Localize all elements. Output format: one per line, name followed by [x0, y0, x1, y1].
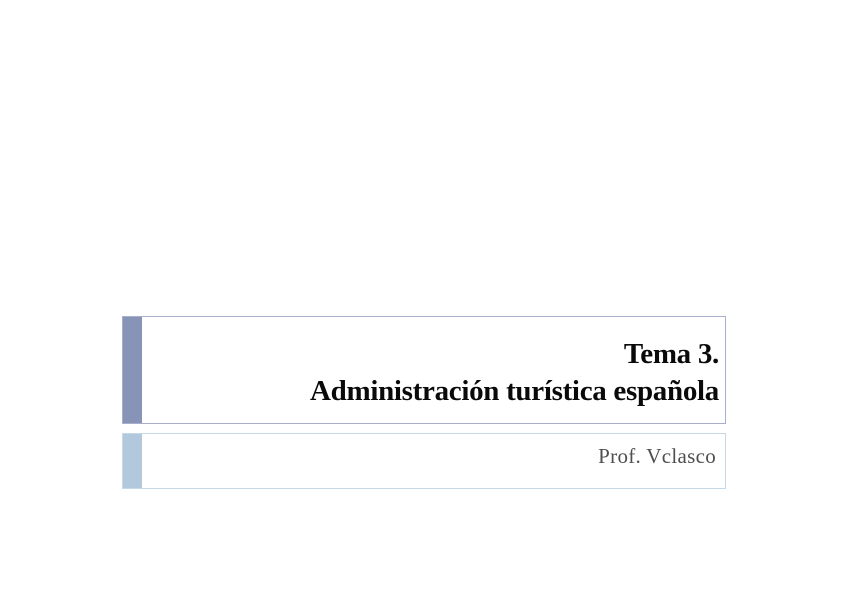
title-accent-bar — [123, 317, 142, 423]
title-line-1: Tema 3. — [623, 338, 719, 370]
title-line-2: Administración turística española — [309, 375, 719, 407]
title-box: Tema 3. Administración turística español… — [122, 316, 726, 424]
slide-title: Tema 3. Administración turística español… — [123, 330, 725, 410]
subtitle-accent-bar — [123, 434, 142, 488]
slide-subtitle: Prof. Vclasco — [598, 444, 716, 468]
subtitle-box: Prof. Vclasco — [122, 433, 726, 489]
